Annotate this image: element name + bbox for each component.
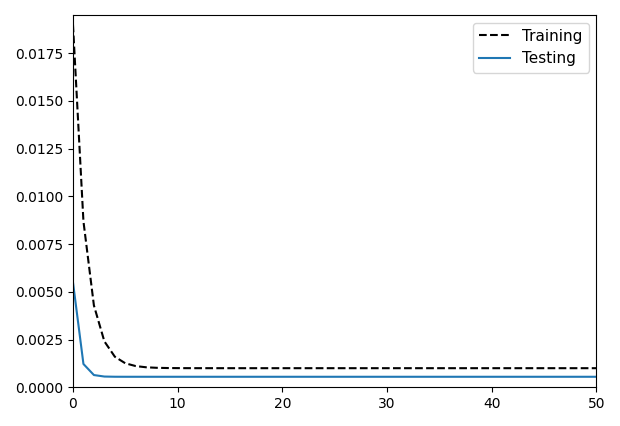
Training bbox=[415, 366, 422, 371]
Training bbox=[237, 366, 244, 371]
Training bbox=[582, 366, 590, 371]
Testing bbox=[425, 374, 433, 379]
Training bbox=[446, 366, 453, 371]
Training bbox=[226, 366, 234, 371]
Training bbox=[561, 366, 569, 371]
Training bbox=[184, 366, 192, 371]
Testing bbox=[184, 374, 192, 379]
Line: Training: Training bbox=[73, 25, 596, 368]
Training bbox=[593, 366, 600, 371]
Legend: Training, Testing: Training, Testing bbox=[473, 23, 588, 72]
Testing bbox=[456, 374, 464, 379]
Testing bbox=[593, 374, 600, 379]
Testing bbox=[69, 280, 77, 285]
Training bbox=[69, 22, 77, 27]
Testing bbox=[237, 374, 244, 379]
Testing bbox=[582, 374, 590, 379]
Line: Testing: Testing bbox=[73, 282, 596, 377]
Testing bbox=[226, 374, 234, 379]
Testing bbox=[278, 374, 286, 379]
